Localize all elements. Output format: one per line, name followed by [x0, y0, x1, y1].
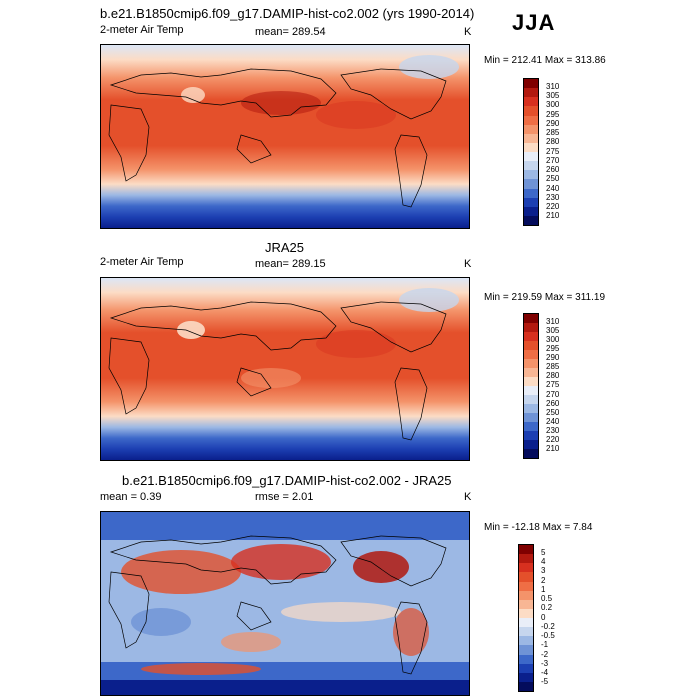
panel2-tick: 210: [546, 444, 560, 453]
panel2-minmax: Min = 219.59 Max = 311.19: [484, 292, 606, 303]
panel1-tick: 285: [546, 128, 560, 137]
panel3-tick: -4: [541, 668, 549, 677]
panel1-tick: 260: [546, 165, 560, 174]
panel3-title: b.e21.B1850cmip6.f09_g17.DAMIP-hist-co2.…: [122, 473, 452, 488]
panel1-tick: 250: [546, 174, 560, 183]
panel1-colorbar: [523, 78, 539, 226]
panel1-tick: 300: [546, 100, 560, 109]
panel1-title: b.e21.B1850cmip6.f09_g17.DAMIP-hist-co2.…: [100, 6, 475, 21]
panel1-tick: 270: [546, 156, 560, 165]
panel2-tick: 300: [546, 335, 560, 344]
panel3-colorbar: [518, 544, 534, 692]
panel3-tick: -5: [541, 677, 549, 686]
panel3-tick: 2: [541, 576, 546, 585]
panel1-field: [101, 45, 469, 228]
panel2-tick: 275: [546, 380, 560, 389]
panel2-mean-label: mean= 289.15: [255, 258, 326, 270]
panel3-tick: -1: [541, 640, 549, 649]
panel3-tick: 1: [541, 585, 546, 594]
panel2-tick: 305: [546, 326, 560, 335]
panel1-coastlines: [108, 68, 447, 208]
panel3-tick: -0.5: [541, 631, 555, 640]
panel3-unit-label: K: [464, 491, 472, 503]
panel2-tick: 295: [546, 344, 560, 353]
panel3-tick: -2: [541, 650, 549, 659]
panel2-colorbar-labels: 310 305 300 295 290 285 280 275 270 260 …: [546, 313, 586, 459]
panel1-variable-label: 2-meter Air Temp: [100, 24, 184, 36]
panel1-unit-label: K: [464, 26, 472, 38]
panel1-map: [100, 44, 470, 229]
panel1-tick: 230: [546, 193, 560, 202]
panel1-tick: 310: [546, 82, 560, 91]
panel2-tick: 285: [546, 362, 560, 371]
panel3-tick: 0.2: [541, 603, 553, 612]
panel2-colorbar: [523, 313, 539, 459]
panel1-tick: 220: [546, 202, 560, 211]
panel3-tick: 0.5: [541, 594, 553, 603]
panel3-colorbar-labels: 5 4 3 2 1 0.5 0.2 0 -0.2 -0.5 -1 -2 -3 -…: [541, 544, 581, 692]
season-label: JJA: [512, 10, 556, 35]
panel3-minmax: Min = -12.18 Max = 7.84: [484, 522, 593, 533]
panel2-title: JRA25: [265, 240, 305, 255]
panel2-tick: 220: [546, 435, 560, 444]
panel2-tick: 310: [546, 317, 560, 326]
panel2-tick: 240: [546, 417, 560, 426]
panel3-tick: 5: [541, 548, 546, 557]
panel1-colorbar-labels: 310 305 300 295 290 285 280 275 270 260 …: [546, 78, 586, 226]
panel1-mean-label: mean= 289.54: [255, 26, 326, 38]
panel2-unit-label: K: [464, 258, 472, 270]
panel1-tick: 240: [546, 184, 560, 193]
panel3-tick: 3: [541, 566, 546, 575]
panel1-minmax: Min = 212.41 Max = 313.86: [484, 55, 606, 66]
panel2-tick: 290: [546, 353, 560, 362]
panel1-tick: 280: [546, 137, 560, 146]
panel3-tick: -0.2: [541, 622, 555, 631]
panel2-tick: 270: [546, 390, 560, 399]
panel3-coastlines: [108, 535, 447, 675]
panel2-tick: 280: [546, 371, 560, 380]
panel2-tick: 230: [546, 426, 560, 435]
panel2-variable-label: 2-meter Air Temp: [100, 256, 184, 268]
panel1-tick: 290: [546, 119, 560, 128]
panel1-tick: 295: [546, 110, 560, 119]
panel3-map: [100, 511, 470, 696]
panel3-mean-label: mean = 0.39: [100, 491, 162, 503]
panel3-tick: 4: [541, 557, 546, 566]
panel1-tick: 305: [546, 91, 560, 100]
panel1-tick: 275: [546, 147, 560, 156]
panel3-rmse-label: rmse = 2.01: [255, 491, 314, 503]
panel2-coastlines: [108, 301, 447, 441]
panel3-tick: 0: [541, 613, 546, 622]
panel3-tick: -3: [541, 659, 549, 668]
panel2-tick: 250: [546, 408, 560, 417]
panel2-tick: 260: [546, 399, 560, 408]
panel1-tick: 210: [546, 211, 560, 220]
panel2-map: [100, 277, 470, 461]
